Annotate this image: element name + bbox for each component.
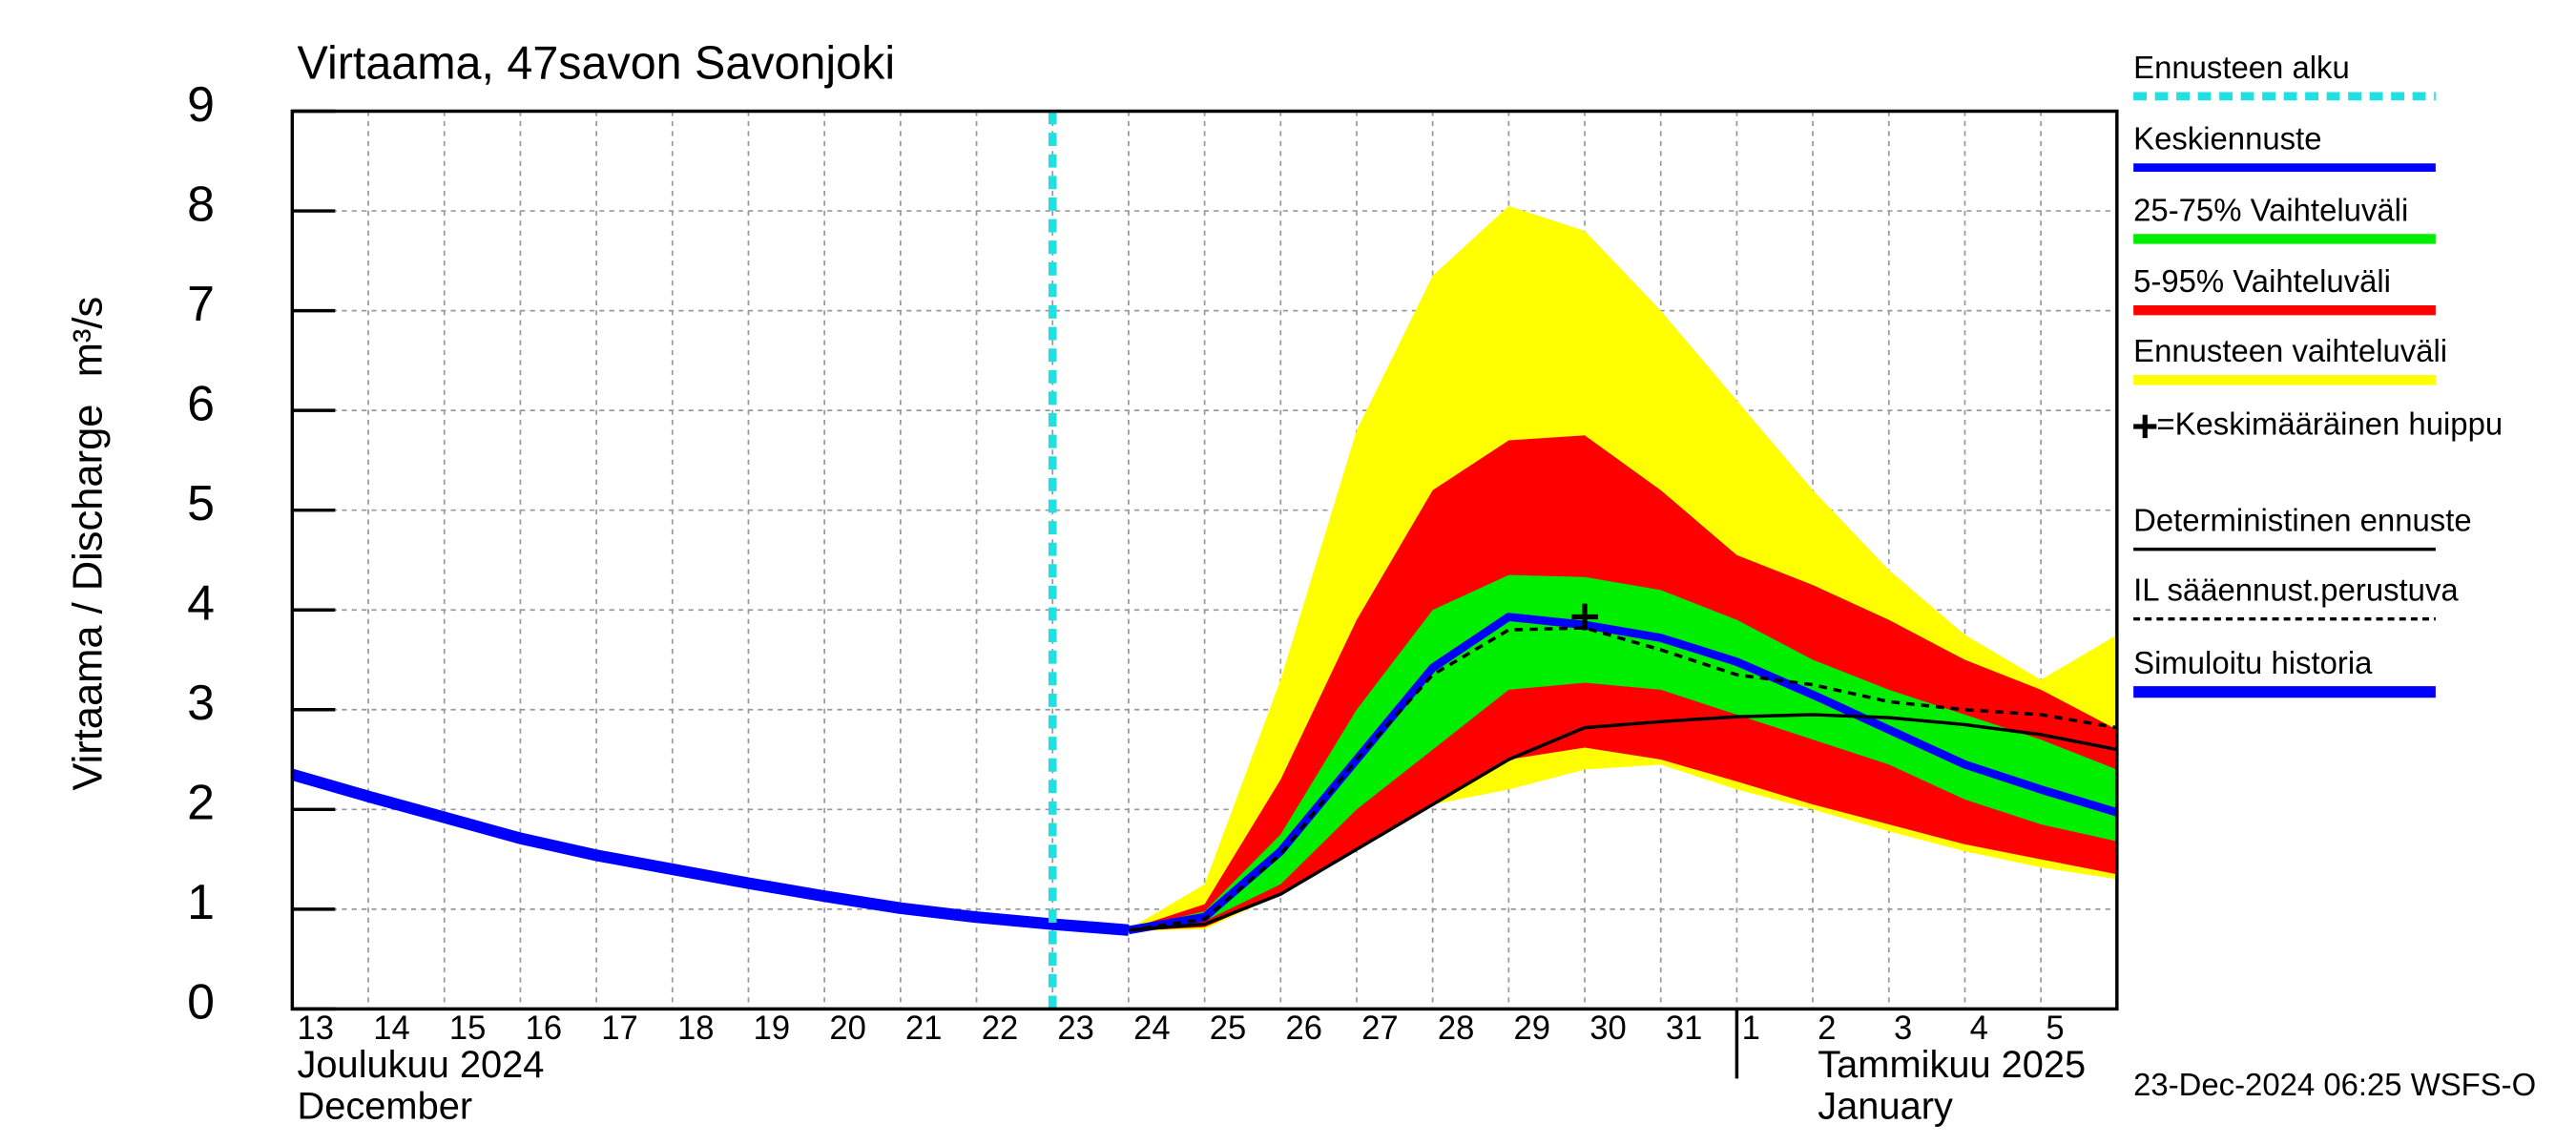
x-tick-label: 17 bbox=[601, 1010, 638, 1047]
legend-label: Ennusteen vaihteluväli bbox=[2133, 333, 2447, 368]
plot-frame bbox=[290, 109, 2119, 1011]
x-tick-label: 21 bbox=[905, 1010, 943, 1047]
legend-label: =Keskimääräinen huippu bbox=[2156, 406, 2503, 442]
x-tick-label: 2 bbox=[1818, 1010, 1836, 1047]
legend-label: Ennusteen alku bbox=[2133, 50, 2350, 85]
y-tick-label: 4 bbox=[187, 575, 215, 631]
y-axis-label: Virtaama / Discharge bbox=[66, 405, 112, 791]
y-tick-label: 9 bbox=[187, 77, 215, 133]
legend-label: IL sääennust.perustuva bbox=[2133, 572, 2459, 608]
x-tick-label: 3 bbox=[1894, 1010, 1912, 1047]
x-tick-label: 14 bbox=[373, 1010, 410, 1047]
x-tick-label: 13 bbox=[298, 1010, 335, 1047]
x-tick-label: 31 bbox=[1666, 1010, 1703, 1047]
legend-label: Deterministinen ennuste bbox=[2133, 502, 2472, 537]
legend-peak-symbol bbox=[2133, 414, 2157, 439]
peak-marker bbox=[1571, 603, 1598, 631]
legend-label: Keskiennuste bbox=[2133, 120, 2321, 156]
x-tick-label: 4 bbox=[1970, 1010, 1988, 1047]
legend-label: Simuloitu historia bbox=[2133, 645, 2373, 680]
footer: 23-Dec-2024 06:25 WSFS-O bbox=[2133, 1067, 2536, 1102]
y-tick-label: 3 bbox=[187, 676, 215, 731]
x-tick-label: 30 bbox=[1589, 1010, 1627, 1047]
y-tick-label: 5 bbox=[187, 476, 215, 531]
series-line bbox=[1128, 626, 2118, 932]
x-tick-label: 27 bbox=[1361, 1010, 1399, 1047]
x-tick-label: 29 bbox=[1514, 1010, 1551, 1047]
y-axis-unit: m³/s bbox=[66, 297, 112, 377]
x-tick-label: 1 bbox=[1742, 1010, 1760, 1047]
x-tick-label: 22 bbox=[982, 1010, 1019, 1047]
chart-title: Virtaama, 47savon Savonjoki bbox=[298, 37, 896, 89]
x-tick-label: 24 bbox=[1133, 1010, 1171, 1047]
x-tick-label: 19 bbox=[754, 1010, 791, 1047]
x-tick-label: 15 bbox=[449, 1010, 487, 1047]
x-tick-label: 16 bbox=[526, 1010, 563, 1047]
x-tick-label: 18 bbox=[677, 1010, 715, 1047]
x-tick-label: 26 bbox=[1285, 1010, 1322, 1047]
month-label-en: December bbox=[298, 1085, 473, 1127]
y-tick-label: 0 bbox=[187, 975, 215, 1030]
x-tick-label: 25 bbox=[1210, 1010, 1247, 1047]
series-line bbox=[1128, 713, 2118, 932]
y-tick-label: 2 bbox=[187, 776, 215, 831]
month-label: Joulukuu 2024 bbox=[298, 1044, 545, 1086]
y-tick-label: 8 bbox=[187, 177, 215, 232]
x-tick-label: 28 bbox=[1438, 1010, 1475, 1047]
y-tick-label: 7 bbox=[187, 277, 215, 332]
y-tick-label: 1 bbox=[187, 875, 215, 930]
x-tick-label: 20 bbox=[829, 1010, 866, 1047]
legend-label: 5-95% Vaihteluväli bbox=[2133, 263, 2391, 299]
month-label: Tammikuu 2025 bbox=[1818, 1044, 2086, 1086]
x-tick-label: 23 bbox=[1057, 1010, 1094, 1047]
y-tick-label: 6 bbox=[187, 376, 215, 431]
legend-label: 25-75% Vaihteluväli bbox=[2133, 192, 2408, 227]
series-line bbox=[290, 768, 1130, 936]
x-tick-label: 5 bbox=[2046, 1010, 2064, 1047]
month-label-en: January bbox=[1818, 1085, 1953, 1127]
